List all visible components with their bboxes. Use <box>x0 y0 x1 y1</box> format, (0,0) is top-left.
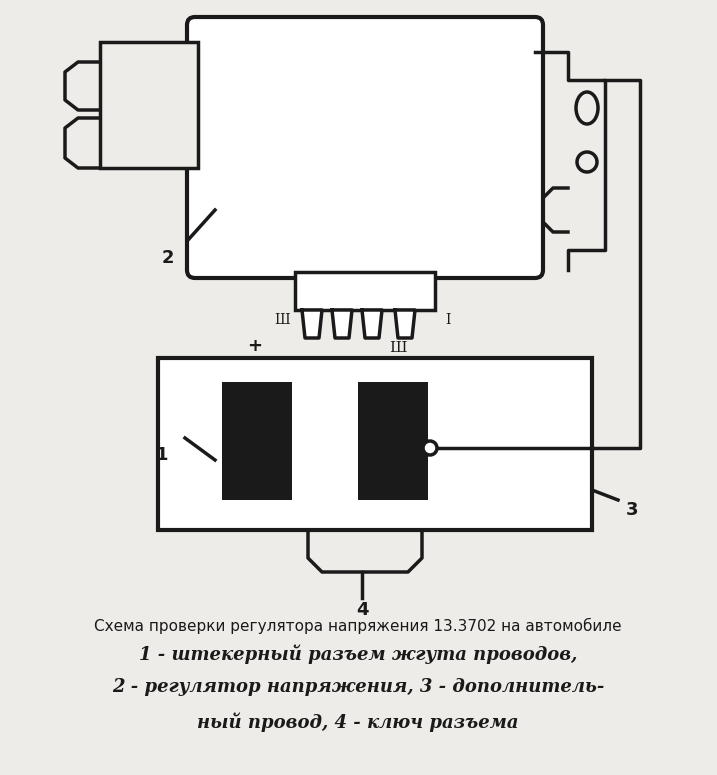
Text: +: + <box>247 337 262 355</box>
Bar <box>222 382 292 500</box>
Ellipse shape <box>576 92 598 124</box>
Text: 4: 4 <box>356 601 369 619</box>
Text: ный провод, 4 - ключ разъема: ный провод, 4 - ключ разъема <box>197 712 519 732</box>
Text: Ш: Ш <box>389 341 407 355</box>
Text: Ш: Ш <box>274 313 290 327</box>
Text: 1: 1 <box>156 446 168 464</box>
Text: I: I <box>445 313 451 327</box>
Bar <box>158 358 592 530</box>
Text: 2 - регулятор напряжения, 3 - дополнитель-: 2 - регулятор напряжения, 3 - дополнител… <box>112 678 604 696</box>
Polygon shape <box>302 310 322 338</box>
Text: 1 - штекерный разъем жгута проводов,: 1 - штекерный разъем жгута проводов, <box>139 645 577 664</box>
Bar <box>358 382 428 500</box>
Text: 3: 3 <box>626 501 638 519</box>
Circle shape <box>423 441 437 455</box>
Bar <box>295 272 435 310</box>
Text: 2: 2 <box>162 249 174 267</box>
Ellipse shape <box>577 152 597 172</box>
Polygon shape <box>362 310 382 338</box>
Text: Схема проверки регулятора напряжения 13.3702 на автомобиле: Схема проверки регулятора напряжения 13.… <box>94 618 622 634</box>
Bar <box>100 42 198 168</box>
FancyBboxPatch shape <box>187 17 543 278</box>
Polygon shape <box>332 310 352 338</box>
Polygon shape <box>395 310 415 338</box>
